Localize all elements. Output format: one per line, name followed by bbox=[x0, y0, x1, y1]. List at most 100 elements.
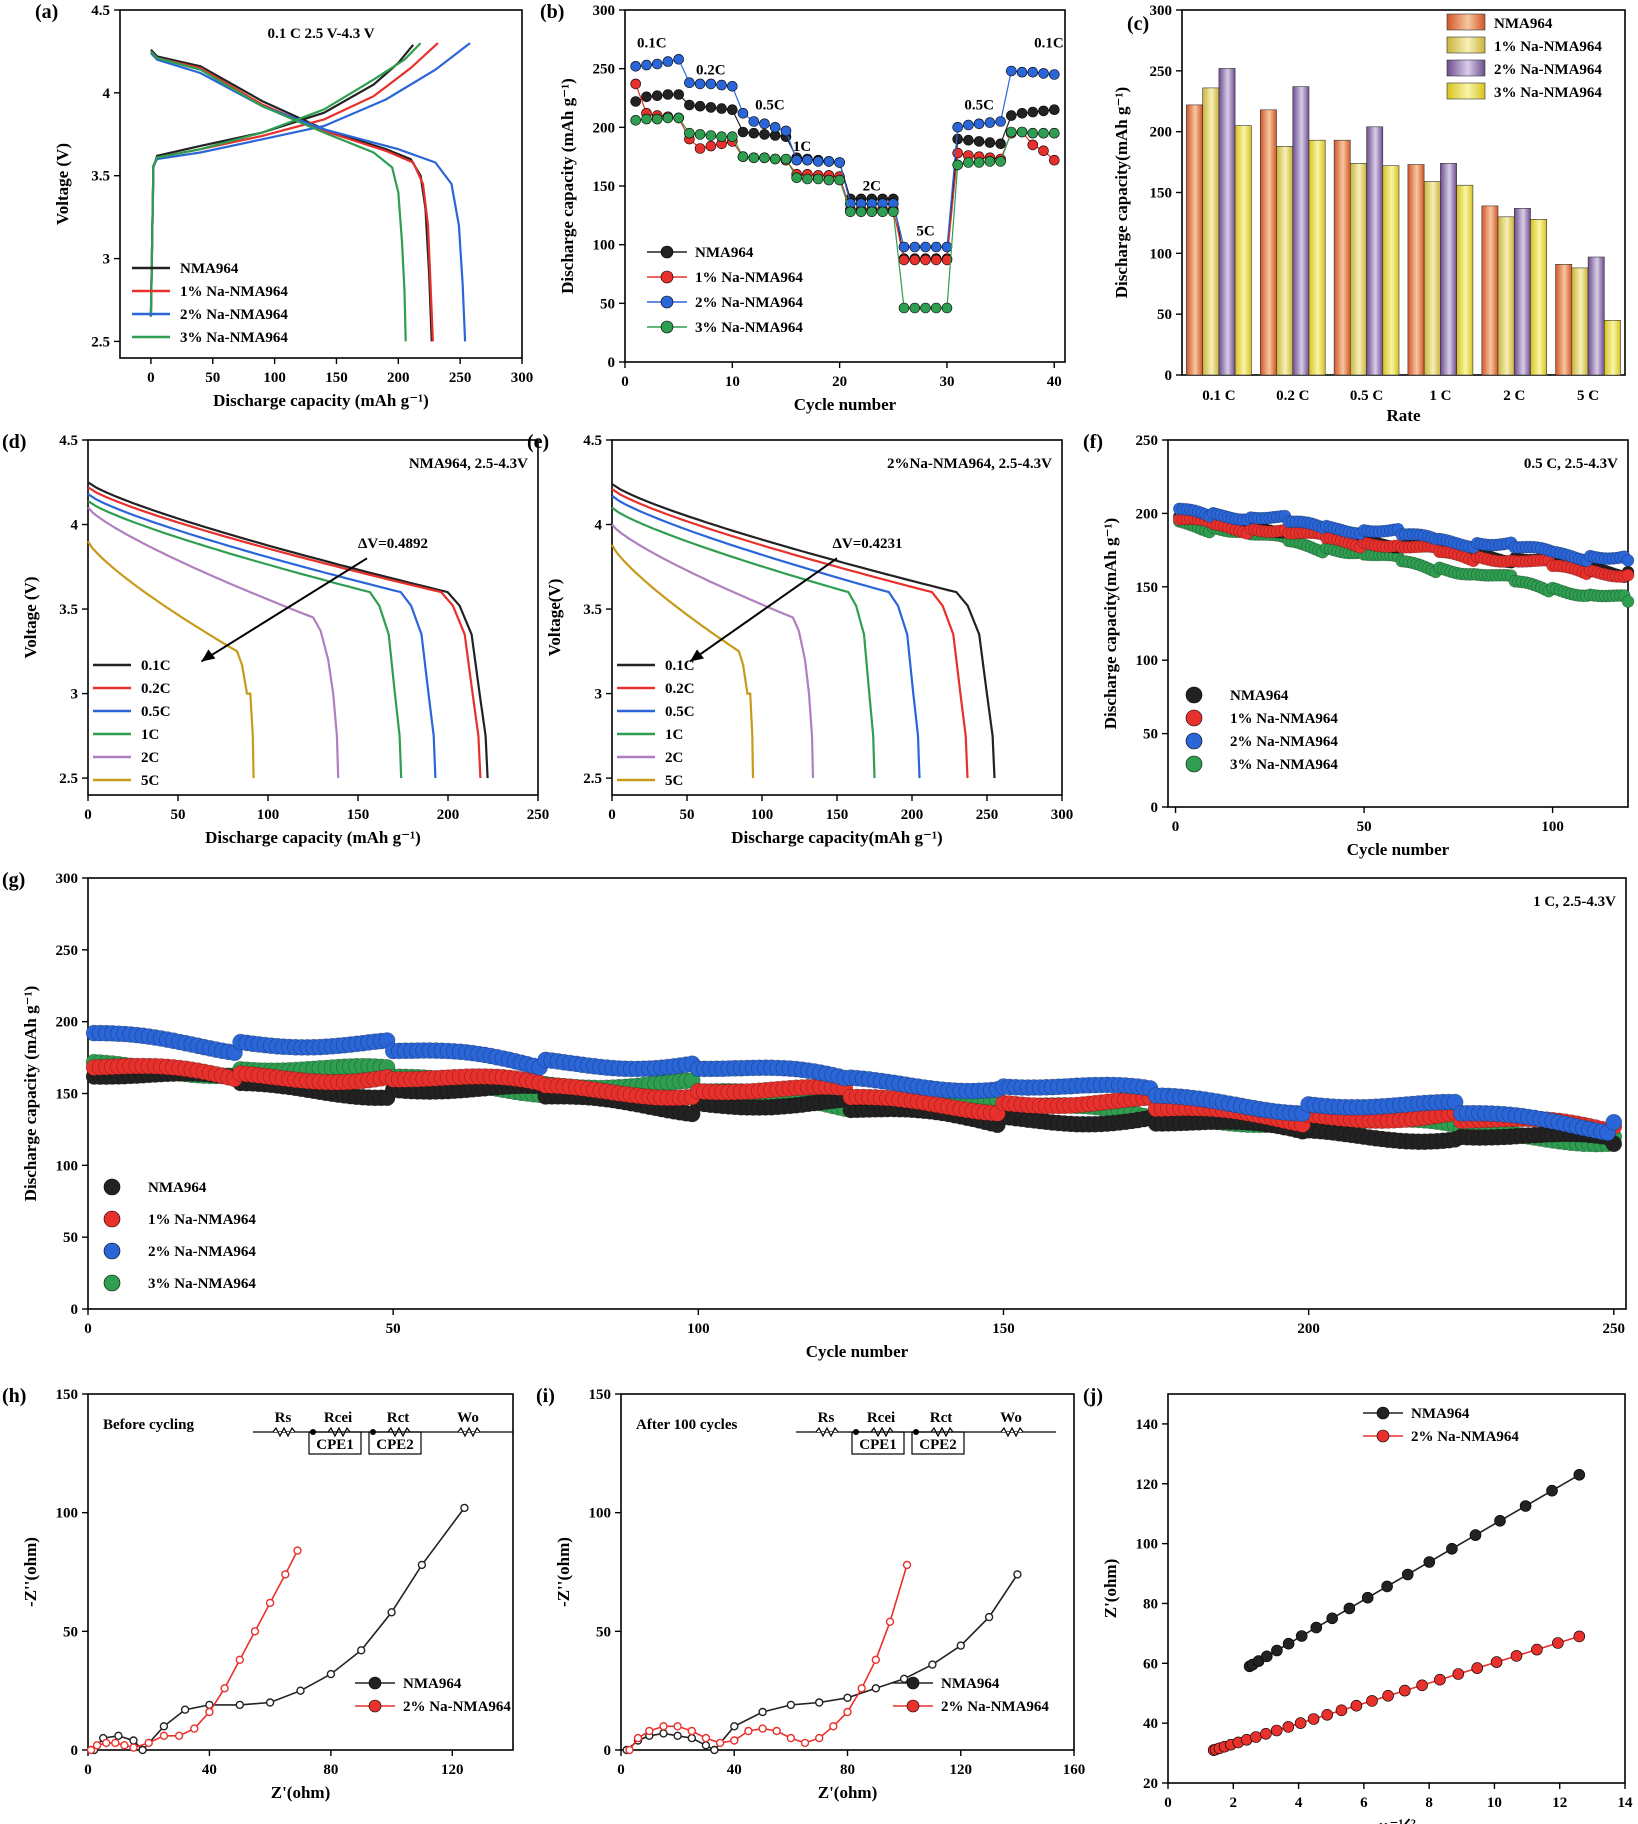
discharge-curve bbox=[150, 49, 433, 342]
data-point bbox=[1621, 554, 1635, 567]
data-point bbox=[973, 157, 985, 168]
data-point bbox=[641, 113, 652, 125]
data-point bbox=[1282, 1637, 1295, 1650]
data-point bbox=[730, 1722, 739, 1731]
x-tick-label: 0 bbox=[1172, 819, 1180, 835]
x-tick-label: 200 bbox=[901, 807, 924, 823]
data-point bbox=[1049, 154, 1060, 166]
y-axis-label: -Z''(ohm) bbox=[554, 1537, 573, 1607]
data-point bbox=[1294, 1717, 1307, 1729]
x-tick-label: 200 bbox=[437, 807, 460, 823]
y-axis-label: Z'(ohm) bbox=[1101, 1559, 1120, 1619]
y-tick-label: 140 bbox=[1136, 1417, 1159, 1433]
data-point bbox=[791, 172, 803, 184]
data-point bbox=[1366, 1695, 1378, 1707]
circuit-label: CPE2 bbox=[919, 1437, 957, 1453]
legend-marker bbox=[103, 1210, 121, 1228]
rate-curve bbox=[611, 483, 996, 779]
data-point bbox=[1027, 66, 1039, 78]
data-point bbox=[1494, 1515, 1506, 1527]
delta-v-arrow bbox=[200, 557, 368, 663]
data-point bbox=[995, 138, 1006, 150]
x-tick-label: 120 bbox=[441, 1762, 464, 1778]
data-point bbox=[885, 1617, 895, 1627]
x-tick-label: 40 bbox=[727, 1762, 742, 1778]
x-tick-label: 0 bbox=[617, 1762, 625, 1778]
legend-marker bbox=[660, 320, 674, 334]
bar bbox=[1350, 163, 1367, 376]
data-point bbox=[633, 1733, 643, 1743]
data-point bbox=[1326, 1612, 1338, 1625]
x-tick-label: 300 bbox=[511, 370, 534, 386]
rate-annotation: 0.5C bbox=[755, 98, 785, 114]
chart-title: NMA964, 2.5-4.3V bbox=[409, 456, 528, 472]
data-point bbox=[909, 241, 921, 253]
legend-marker bbox=[660, 295, 674, 309]
panel-label: (e) bbox=[527, 431, 549, 453]
legend-label: 1% Na-NMA964 bbox=[1494, 39, 1602, 55]
legend-marker bbox=[660, 270, 674, 284]
delta-v-arrow bbox=[689, 557, 838, 663]
rate-annotation: 0.5C bbox=[964, 98, 994, 114]
data-point bbox=[417, 1560, 427, 1570]
x-tick-label: 50 bbox=[680, 807, 695, 823]
circuit-label: CPE1 bbox=[316, 1437, 354, 1453]
x-tick-label: 5 C bbox=[1577, 388, 1599, 404]
x-tick-label: 80 bbox=[323, 1762, 338, 1778]
data-point bbox=[843, 1707, 852, 1717]
x-tick-label: 250 bbox=[1603, 1321, 1626, 1337]
y-tick-label: 50 bbox=[63, 1624, 78, 1640]
y-axis-label: -Z''(ohm) bbox=[21, 1537, 40, 1607]
data-point bbox=[159, 1722, 169, 1731]
legend-label: 2C bbox=[665, 750, 683, 766]
data-point bbox=[744, 1726, 753, 1736]
bar bbox=[1308, 139, 1326, 376]
data-point bbox=[758, 1724, 767, 1733]
x-tick-label: 12 bbox=[1552, 1795, 1567, 1811]
y-tick-label: 150 bbox=[56, 1087, 79, 1103]
data-point bbox=[281, 1570, 290, 1579]
series-line bbox=[635, 117, 1055, 309]
legend-label: NMA964 bbox=[403, 1676, 462, 1692]
plot-frame bbox=[87, 1393, 514, 1751]
data-point bbox=[952, 147, 964, 159]
data-point bbox=[673, 1731, 682, 1741]
data-point bbox=[800, 1738, 810, 1748]
data-point bbox=[460, 1503, 469, 1513]
data-point bbox=[1552, 1637, 1564, 1649]
data-point bbox=[1038, 145, 1049, 157]
panel-a: 2.5 3 3.5 4 4.5 0 50 100 150 200 250 300 Discharge c… bbox=[35, 1, 533, 410]
bar bbox=[1407, 164, 1425, 376]
legend-swatch bbox=[1446, 59, 1486, 77]
y-tick-label: 100 bbox=[1136, 1537, 1159, 1553]
resistor-symbol bbox=[1000, 1426, 1024, 1438]
data-point bbox=[645, 1726, 654, 1736]
data-point bbox=[726, 104, 738, 115]
data-point bbox=[726, 81, 738, 92]
data-point bbox=[129, 1743, 138, 1752]
rate-curve bbox=[611, 544, 755, 779]
data-point bbox=[641, 59, 652, 71]
circuit-node bbox=[913, 1429, 919, 1435]
rate-curve bbox=[87, 493, 437, 779]
data-point bbox=[220, 1684, 229, 1693]
data-point bbox=[928, 1660, 937, 1669]
rate-annotation: 0.2C bbox=[696, 63, 726, 79]
y-axis-label: Discharge capacity (mAh g⁻¹) bbox=[558, 78, 577, 294]
data-point bbox=[1261, 1650, 1273, 1663]
legend-label: 0.1C bbox=[141, 658, 171, 674]
cpe-box bbox=[851, 1431, 905, 1455]
x-tick-label: 0.1 C bbox=[1202, 388, 1235, 404]
data-point bbox=[877, 206, 888, 218]
legend-swatch bbox=[1446, 13, 1486, 31]
rate-curve bbox=[87, 486, 482, 779]
panel-label: (j) bbox=[1083, 1385, 1103, 1407]
x-tick-label: 250 bbox=[449, 370, 472, 386]
y-tick-label: 200 bbox=[56, 1015, 79, 1031]
data-point bbox=[769, 153, 781, 165]
y-axis-label: Discharge capacity(mAh g⁻¹) bbox=[1101, 518, 1120, 729]
legend-label: 0.2C bbox=[141, 681, 171, 697]
data-point bbox=[737, 126, 749, 138]
data-point bbox=[952, 133, 964, 145]
plot-frame bbox=[87, 439, 539, 796]
